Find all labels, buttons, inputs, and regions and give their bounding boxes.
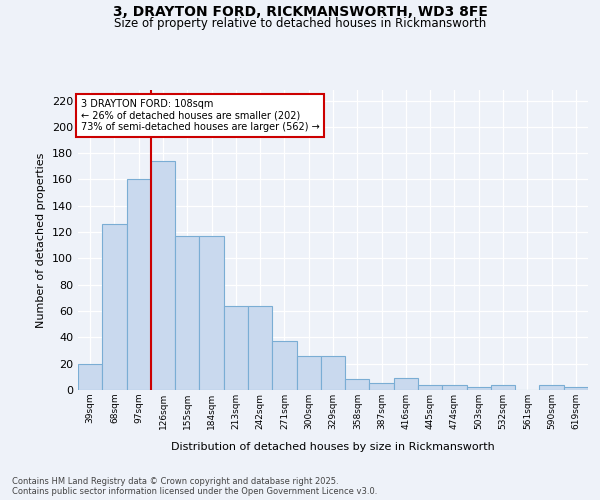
Bar	[224, 306, 248, 390]
Bar	[272, 342, 296, 390]
Text: Size of property relative to detached houses in Rickmansworth: Size of property relative to detached ho…	[114, 18, 486, 30]
Text: Contains HM Land Registry data © Crown copyright and database right 2025.: Contains HM Land Registry data © Crown c…	[12, 478, 338, 486]
Bar	[467, 388, 491, 390]
Text: 3, DRAYTON FORD, RICKMANSWORTH, WD3 8FE: 3, DRAYTON FORD, RICKMANSWORTH, WD3 8FE	[113, 5, 487, 19]
Bar	[418, 384, 442, 390]
Bar	[345, 380, 370, 390]
Bar	[394, 378, 418, 390]
Bar	[175, 236, 199, 390]
Text: Contains public sector information licensed under the Open Government Licence v3: Contains public sector information licen…	[12, 488, 377, 496]
Bar	[127, 180, 151, 390]
Text: 3 DRAYTON FORD: 108sqm
← 26% of detached houses are smaller (202)
73% of semi-de: 3 DRAYTON FORD: 108sqm ← 26% of detached…	[80, 99, 319, 132]
Bar	[321, 356, 345, 390]
Bar	[102, 224, 127, 390]
Bar	[539, 384, 564, 390]
Bar	[564, 388, 588, 390]
Bar	[199, 236, 224, 390]
Bar	[78, 364, 102, 390]
Bar	[491, 384, 515, 390]
Bar	[442, 384, 467, 390]
Text: Distribution of detached houses by size in Rickmansworth: Distribution of detached houses by size …	[171, 442, 495, 452]
Bar	[248, 306, 272, 390]
Bar	[151, 161, 175, 390]
Bar	[296, 356, 321, 390]
Bar	[370, 384, 394, 390]
Y-axis label: Number of detached properties: Number of detached properties	[37, 152, 46, 328]
